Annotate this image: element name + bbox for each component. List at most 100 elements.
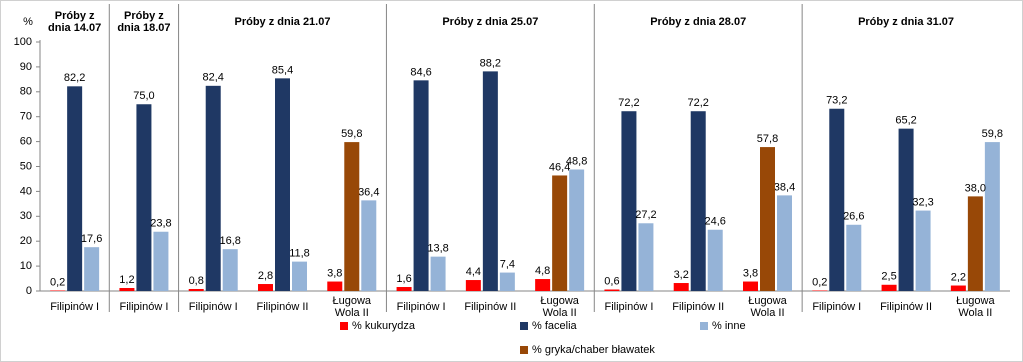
bar	[673, 283, 689, 291]
bar	[984, 142, 1000, 291]
legend-label: % inne	[712, 320, 746, 332]
legend-swatch	[520, 322, 528, 330]
bar	[552, 175, 568, 291]
bar	[829, 108, 845, 292]
x-tick-label: Ługowa Wola II	[332, 295, 372, 319]
value-label: 48,8	[566, 155, 587, 167]
group-header: Próby z dnia 28.07	[650, 16, 747, 28]
y-tick-label: 30	[20, 210, 32, 222]
legend-swatch	[700, 322, 708, 330]
legend-label: % facelia	[532, 320, 578, 332]
value-label: 88,2	[480, 57, 501, 69]
bar	[846, 224, 862, 291]
value-label: 4,4	[466, 266, 481, 278]
value-label: 46,4	[549, 161, 570, 173]
y-tick-label: 20	[20, 235, 32, 247]
bar	[604, 289, 620, 291]
y-tick-label: 70	[20, 111, 32, 123]
group-header: Próby z dnia 31.07	[858, 16, 955, 28]
value-label: 75,0	[133, 90, 154, 102]
value-label: 73,2	[826, 95, 847, 107]
value-label: 3,2	[674, 269, 689, 281]
bar	[707, 229, 723, 291]
bar	[499, 272, 515, 291]
value-label: 65,2	[895, 115, 916, 127]
value-label: 23,8	[150, 218, 171, 230]
value-label: 1,2	[119, 274, 134, 286]
value-label: 38,4	[774, 181, 795, 193]
x-tick-label: Filipinów I	[396, 301, 446, 313]
value-label: 4,8	[535, 265, 550, 277]
value-label: 82,4	[203, 72, 224, 84]
bar	[482, 71, 498, 291]
bar	[690, 111, 706, 291]
bar	[136, 104, 152, 291]
bar	[153, 231, 169, 291]
y-tick-label: 50	[20, 160, 32, 172]
bar	[67, 86, 83, 292]
bar	[188, 289, 204, 291]
value-label: 0,6	[604, 275, 619, 287]
value-label: 3,8	[327, 267, 342, 279]
value-label: 32,3	[912, 196, 933, 208]
value-label: 84,6	[410, 66, 431, 78]
bar	[396, 287, 412, 291]
bar	[760, 147, 775, 291]
x-tick-label: Filipinów II	[464, 301, 517, 313]
bar	[258, 284, 273, 291]
legend-label: % kukurydza	[352, 320, 416, 332]
x-tick-label: Filipinów I	[50, 301, 100, 313]
y-tick-label: 0	[26, 285, 32, 297]
value-label: 38,0	[965, 182, 986, 194]
y-tick-label: 10	[20, 260, 32, 272]
bar	[967, 196, 983, 291]
bar	[638, 223, 654, 291]
bar	[950, 285, 966, 291]
x-tick-label: Filipinów II	[672, 301, 725, 313]
bar	[430, 256, 446, 291]
value-label: 2,8	[258, 270, 273, 282]
value-label: 1,6	[396, 273, 411, 285]
value-label: 16,8	[220, 235, 241, 247]
bar	[569, 169, 585, 291]
x-tick-label: Filipinów II	[256, 301, 309, 313]
y-tick-label: 100	[14, 36, 32, 48]
value-label: 0,2	[812, 276, 827, 288]
bar	[621, 111, 637, 291]
x-tick-label: Filipinów I	[119, 301, 169, 313]
bar	[413, 80, 429, 291]
bar	[361, 200, 377, 291]
bar	[777, 195, 792, 291]
group-header: Próby z dnia 14.07	[48, 10, 102, 34]
bar	[119, 288, 135, 291]
value-label: 2,2	[951, 271, 966, 283]
value-label: 17,6	[81, 233, 102, 245]
value-label: 72,2	[688, 97, 709, 109]
bar	[275, 78, 290, 291]
value-label: 59,8	[341, 128, 362, 140]
bar	[84, 247, 100, 291]
bar	[535, 279, 551, 291]
y-axis-label: %	[23, 16, 33, 28]
x-tick-label: Filipinów I	[604, 301, 654, 313]
bar	[881, 284, 897, 291]
value-label: 24,6	[705, 216, 726, 228]
y-tick-label: 40	[20, 185, 32, 197]
value-label: 59,8	[982, 128, 1003, 140]
bar	[915, 210, 931, 291]
group-header: Próby z dnia 21.07	[234, 16, 331, 28]
value-label: 82,2	[64, 72, 85, 84]
value-label: 11,8	[289, 248, 310, 260]
value-label: 26,6	[843, 211, 864, 223]
y-tick-label: 60	[20, 136, 32, 148]
bar	[205, 85, 221, 291]
bar	[292, 261, 307, 291]
y-tick-label: 90	[20, 61, 32, 73]
value-label: 27,2	[635, 209, 656, 221]
bar	[327, 281, 343, 291]
value-label: 85,4	[272, 64, 293, 76]
value-label: 0,8	[189, 275, 204, 287]
value-label: 3,8	[743, 267, 758, 279]
